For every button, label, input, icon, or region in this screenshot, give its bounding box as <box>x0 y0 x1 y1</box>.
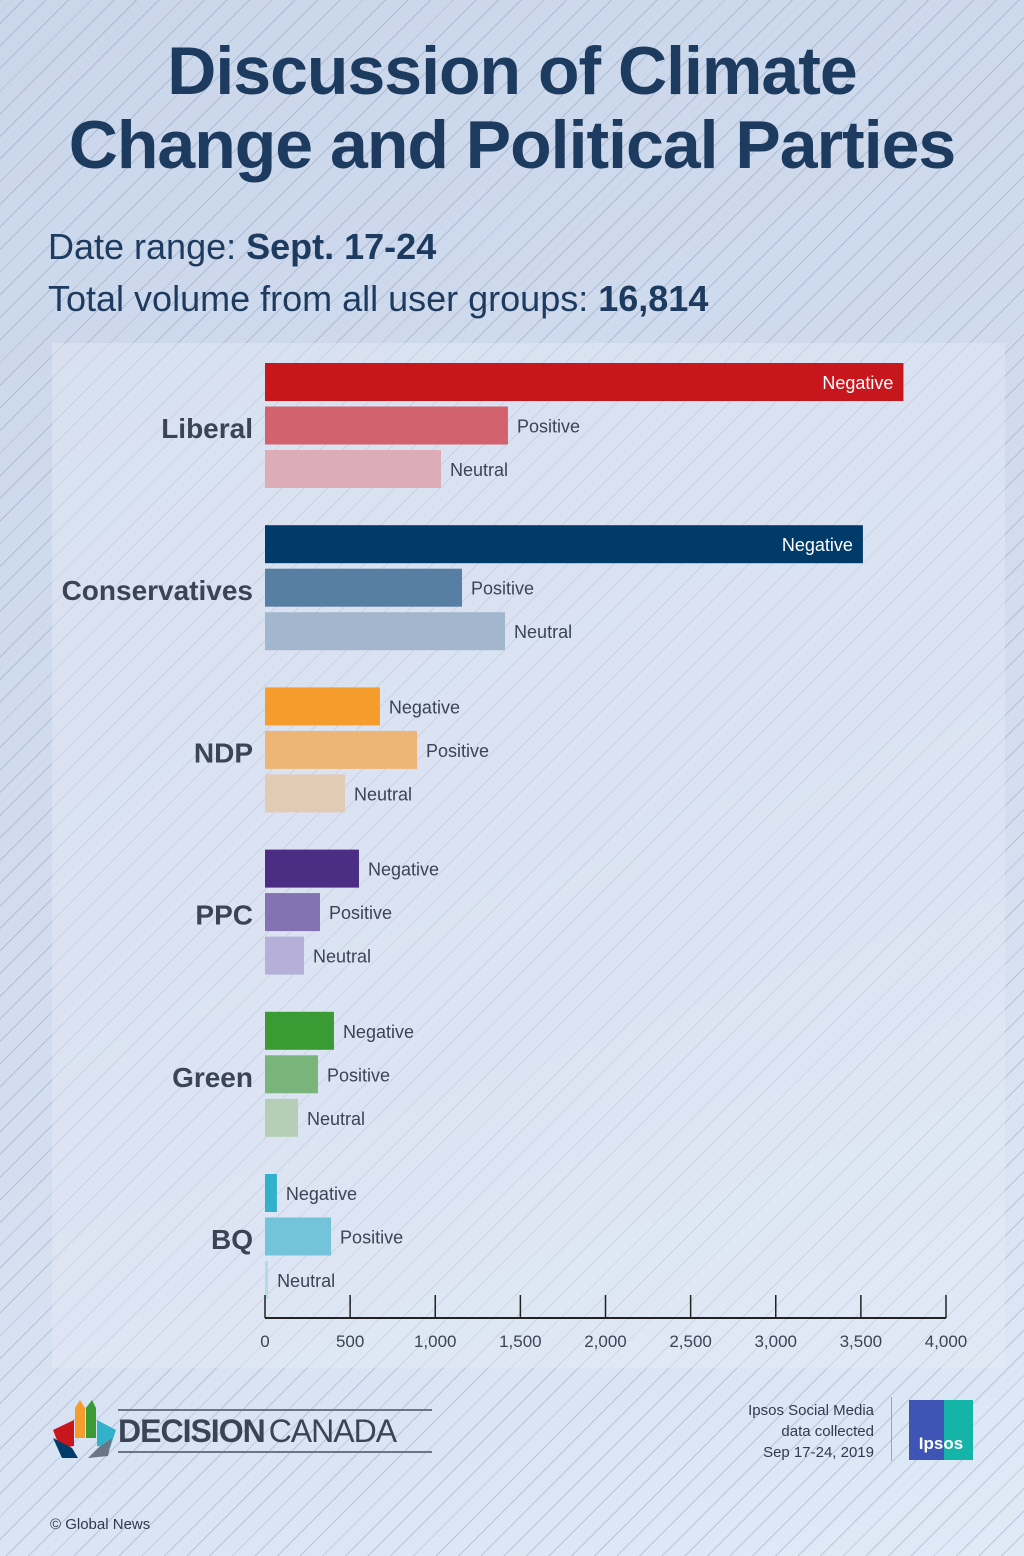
x-tick-label: 0 <box>260 1332 269 1351</box>
x-tick-label: 4,000 <box>925 1332 968 1351</box>
party-label: NDP <box>194 737 253 768</box>
bar-positive <box>265 568 462 607</box>
divider <box>891 1397 892 1461</box>
x-tick-label: 500 <box>336 1332 364 1351</box>
total-volume: Total volume from all user groups: 16,81… <box>48 278 708 320</box>
bar-label: Negative <box>822 373 893 393</box>
bar-chart: Liberal Negative Positive Neutral Conservati… <box>62 363 968 1351</box>
bar-label: Positive <box>340 1228 403 1248</box>
brand-bold: DECISION <box>118 1413 266 1449</box>
bar-neutral <box>265 1098 299 1137</box>
bar-neutral <box>265 1261 269 1299</box>
ipsos-logo: Ipsos <box>909 1400 973 1460</box>
party-label: Conservatives <box>62 575 253 606</box>
bar-positive <box>265 893 320 932</box>
bar-label: Positive <box>327 1065 390 1085</box>
source-line-3: Sep 17-24, 2019 <box>763 1444 874 1461</box>
bar-negative <box>265 1011 334 1050</box>
bar-neutral <box>265 936 304 975</box>
bar-label: Neutral <box>277 1271 335 1291</box>
bar-positive <box>265 1055 318 1094</box>
bar-negative <box>265 849 359 888</box>
bar-positive <box>265 1217 332 1256</box>
bar-positive <box>265 406 508 445</box>
chart-panel <box>52 343 1005 1368</box>
title-line-1: Discussion of Climate <box>167 33 857 109</box>
date-range: Date range: Sept. 17-24 <box>48 226 436 268</box>
decision-canada-wordmark: DECISION CANADA <box>118 1409 432 1453</box>
party-label: Liberal <box>161 413 253 444</box>
bar-negative <box>265 525 863 564</box>
page-title: Discussion of Climate Change and Politic… <box>0 34 1024 182</box>
bar-label: Positive <box>517 417 580 437</box>
bar-label: Positive <box>329 903 392 923</box>
volume-value: 16,814 <box>598 278 709 319</box>
bar-neutral <box>265 774 346 813</box>
x-tick-label: 1,000 <box>414 1332 457 1351</box>
date-value: Sept. 17-24 <box>246 226 437 267</box>
bar-negative <box>265 363 904 401</box>
x-tick-label: 1,500 <box>499 1332 542 1351</box>
bar-label: Negative <box>368 860 439 880</box>
party-label: BQ <box>211 1224 253 1255</box>
bar-positive <box>265 730 418 769</box>
bar-label: Negative <box>782 535 853 555</box>
bar-label: Neutral <box>307 1109 365 1129</box>
x-tick-label: 2,500 <box>669 1332 712 1351</box>
date-label: Date range: <box>48 226 247 267</box>
data-source: Ipsos Social Media data collected Sep 17… <box>748 1400 874 1463</box>
party-label: PPC <box>195 900 253 931</box>
bar-label: Negative <box>343 1022 414 1042</box>
ipsos-logo-text: Ipsos <box>918 1434 964 1453</box>
bar-label: Negative <box>286 1184 357 1204</box>
bar-negative <box>265 687 380 726</box>
bar-label: Negative <box>389 697 460 717</box>
x-tick-label: 3,000 <box>754 1332 797 1351</box>
source-line-1: Ipsos Social Media <box>748 1402 874 1419</box>
bar-neutral <box>265 450 442 488</box>
volume-label: Total volume from all user groups: <box>48 278 599 319</box>
bar-label: Neutral <box>514 622 572 642</box>
source-line-2: data collected <box>781 1423 874 1440</box>
party-label: Green <box>172 1062 253 1093</box>
decision-canada-maple-logo <box>53 1400 116 1458</box>
bar-neutral <box>265 612 506 651</box>
bar-label: Positive <box>471 579 534 599</box>
bar-negative <box>265 1174 277 1212</box>
copyright: © Global News <box>50 1516 151 1533</box>
x-tick-label: 2,000 <box>584 1332 627 1351</box>
x-tick-label: 3,500 <box>840 1332 883 1351</box>
bar-label: Neutral <box>313 947 371 967</box>
brand-light: CANADA <box>268 1413 397 1449</box>
bar-label: Positive <box>426 741 489 761</box>
bar-label: Neutral <box>354 784 412 804</box>
title-line-2: Change and Political Parties <box>68 107 956 183</box>
bar-label: Neutral <box>450 460 508 480</box>
